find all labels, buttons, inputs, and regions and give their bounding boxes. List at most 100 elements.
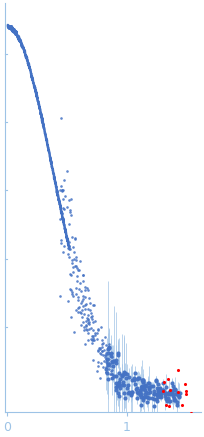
Point [92,336,95,343]
Point [70,314,73,321]
Point [101,351,104,358]
Point [89,309,92,316]
Point [71,257,74,264]
Point [108,365,111,372]
Point [93,317,96,324]
Point [76,267,80,274]
Point [71,264,74,271]
Point [99,345,102,352]
Point [71,244,74,251]
Point [62,243,65,250]
Point [78,303,81,310]
Point [78,309,82,316]
Point [100,337,103,344]
Point [108,340,111,347]
Point [69,286,72,293]
Point [74,306,77,313]
Point [92,319,95,326]
Point [59,186,62,193]
Point [176,389,180,396]
Point [95,368,99,375]
Point [168,386,171,393]
Point [104,351,107,358]
Point [68,246,71,253]
Point [108,362,112,369]
Point [81,293,84,300]
Point [83,301,87,308]
Point [96,347,100,354]
Point [95,329,99,336]
Point [73,262,76,269]
Point [89,335,92,342]
Point [75,277,79,284]
Point [104,358,108,365]
Point [68,206,71,213]
Point [67,239,71,246]
Point [71,288,74,295]
Point [77,296,80,303]
Point [105,369,108,376]
Point [77,309,80,316]
Point [81,314,84,321]
Point [59,292,62,299]
Point [71,268,74,275]
Point [83,323,86,330]
Point [60,182,63,189]
Point [90,316,93,323]
Point [92,302,95,309]
Point [76,304,79,311]
Point [81,307,84,314]
Point [90,333,94,340]
Point [66,298,70,305]
Point [73,249,76,256]
Point [58,204,62,211]
Point [86,316,90,323]
Point [73,329,76,336]
Point [61,196,65,203]
Point [83,311,86,318]
Point [81,277,84,284]
Point [166,376,170,383]
Point [92,334,95,341]
Point [80,299,83,306]
Point [96,327,100,334]
Point [102,357,105,364]
Point [91,332,95,339]
Point [110,354,113,361]
Point [88,326,91,333]
Point [103,333,106,340]
Point [97,344,101,351]
Point [85,318,88,325]
Point [74,284,78,291]
Point [68,286,71,293]
Point [74,234,77,241]
Point [98,350,101,357]
Point [105,357,108,364]
Point [90,337,93,344]
Point [83,340,87,347]
Point [86,305,89,312]
Point [74,254,78,261]
Point [88,306,91,313]
Point [74,257,77,264]
Point [90,325,93,332]
Point [104,355,107,362]
Point [177,367,180,374]
Point [59,236,62,243]
Point [110,368,113,375]
Point [108,360,111,367]
Point [69,196,72,203]
Point [83,286,87,293]
Point [62,206,65,213]
Point [184,390,187,397]
Point [167,402,171,409]
Point [100,323,103,330]
Point [104,369,107,376]
Point [75,272,79,279]
Point [110,367,114,374]
Point [105,359,109,366]
Point [66,244,69,251]
Point [109,371,113,378]
Point [60,187,63,194]
Point [184,387,188,394]
